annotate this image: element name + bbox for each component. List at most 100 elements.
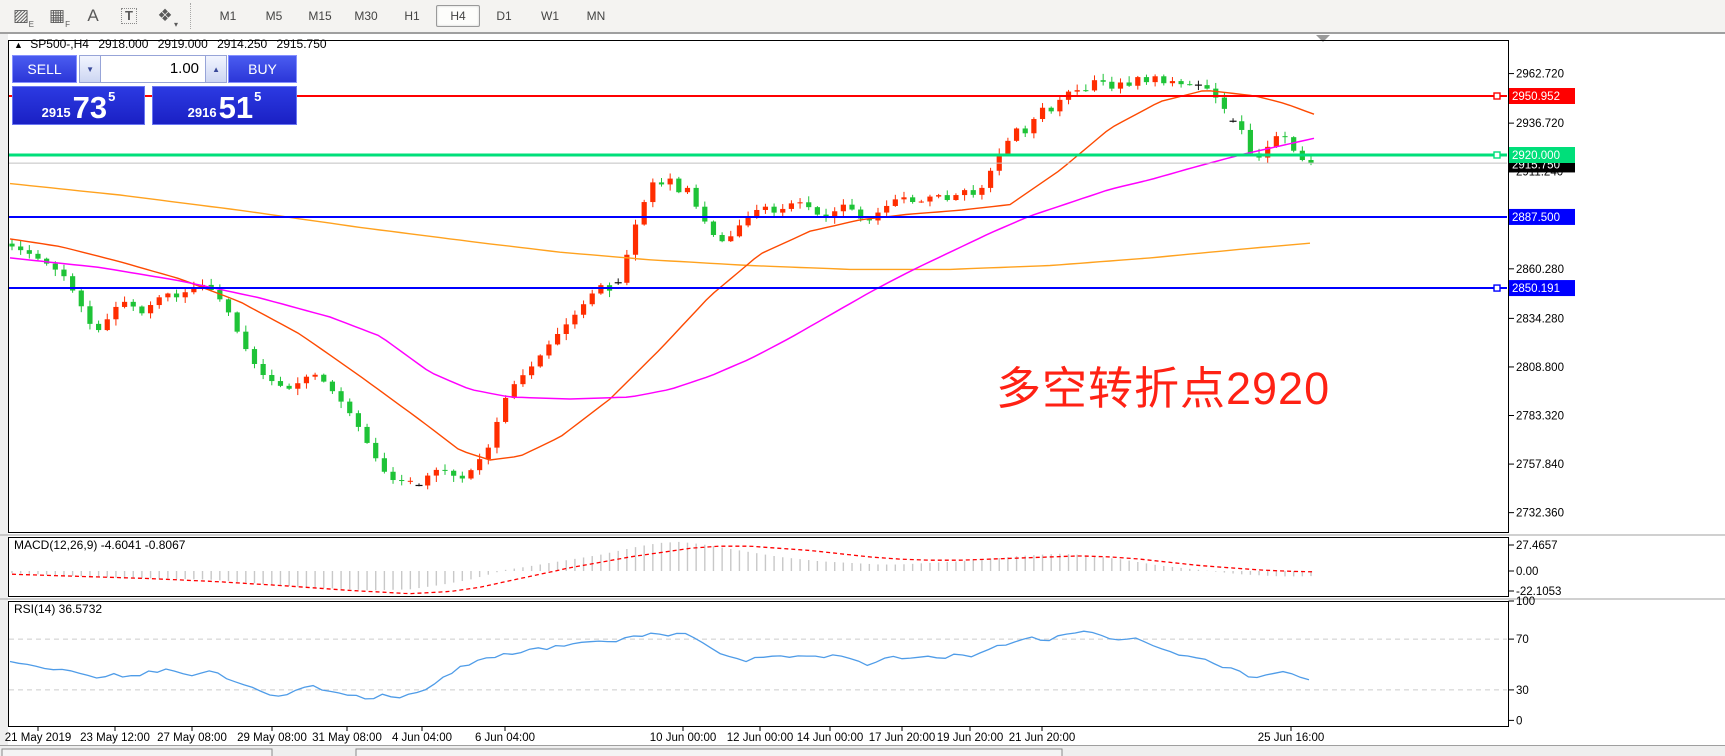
hline-endpoint-handle[interactable] [1493,92,1501,100]
price-tick-label: 2808.800 [1516,362,1564,374]
rsi-axis-label: 70 [1516,634,1529,646]
price-tag-label: 2950.952 [1512,91,1560,103]
tf-button-m1[interactable]: M1 [219,9,237,23]
tf-button-h4[interactable]: H4 [436,5,480,27]
objects-hatch-icon[interactable]: ▨ E [12,6,34,29]
window-bg [0,33,1725,756]
chart-header: ▲ SP500-,H4 2918.000 2919.000 2914.250 2… [14,37,333,51]
macd-axis-label: 27.4657 [1516,540,1558,552]
price-tick-label: 2834.280 [1516,313,1564,325]
volume-increase-button[interactable]: ▲ [205,55,228,83]
time-axis-label: 10 Jun 00:00 [650,732,717,744]
sell-price-big: 73 [72,90,108,125]
time-axis-label: 19 Jun 20:00 [937,732,1004,744]
buy-price-big: 51 [218,90,254,125]
rsi-axis-label: 100 [1516,596,1535,608]
time-axis-label: 4 Jun 04:00 [392,732,452,744]
main-chart-layer [9,73,1507,490]
rsi-layer [9,630,1507,700]
ma-orange-line [9,182,1311,271]
macd-signal-line [11,545,1315,595]
text-box-icon[interactable]: T [114,3,144,29]
rsi-label: RSI(14) 36.5732 [14,602,102,616]
ma-magenta-line [9,137,1315,400]
time-axis-label: 17 Jun 20:00 [869,732,936,744]
symbol-title: SP500-,H4 [30,37,89,51]
tf-button-m5[interactable]: M5 [265,9,283,23]
chart-annotation-text: 多空转折点2920 [996,363,1331,414]
ohlc-close: 2915.750 [276,37,327,51]
sell-price-quote[interactable]: 2915 73 5 [12,86,145,125]
price-tag-label: 2850.191 [1512,283,1560,295]
buy-price-quote[interactable]: 2916 51 5 [152,86,297,125]
tf-button-m30[interactable]: M30 [354,9,378,23]
rsi-axis-label: 30 [1516,685,1529,697]
price-tick-label: 2757.840 [1516,459,1564,471]
sell-price-prefix: 2915 [41,105,71,120]
ma-red-line [9,90,1315,461]
tf-button-m15[interactable]: M15 [308,9,332,23]
time-axis-label: 21 May 2019 [5,732,72,744]
time-axis-label: 6 Jun 04:00 [475,732,535,744]
ohlc-high: 2919.000 [157,37,208,51]
price-tick-label: 2962.720 [1516,69,1564,81]
time-axis[interactable]: 21 May 2019 23 May 12:00 27 May 08:00 29 Ma… [5,727,1325,744]
price-tag [1509,280,1575,297]
time-axis-label: 14 Jun 00:00 [797,732,864,744]
time-axis-label: 31 May 08:00 [312,732,382,744]
buy-price-sup: 5 [254,89,262,104]
buy-price-prefix: 2916 [187,105,217,120]
time-axis-label: 25 Jun 16:00 [1258,732,1325,744]
symbol-arrow-icon: ▲ [14,40,23,50]
price-tag [1509,88,1575,105]
time-axis-label: 29 May 08:00 [237,732,307,744]
sell-button[interactable]: SELL [12,55,78,83]
price-tick-label: 2936.720 [1516,118,1564,130]
time-axis-label: 23 May 12:00 [80,732,150,744]
bottom-tab[interactable] [355,748,1063,756]
price-tag [1509,147,1575,163]
macd-label: MACD(12,26,9) -4.6041 -0.8067 [14,538,186,552]
cursor-mode-icon[interactable]: ❖ ▾ [157,6,178,29]
price-tick-label: 2732.360 [1516,508,1564,520]
tf-button-mn[interactable]: MN [586,9,606,23]
price-tag-label: 2920.000 [1512,150,1560,162]
rsi-line [9,630,1310,700]
ohlc-low: 2914.250 [217,37,268,51]
macd-axis-label: 0.00 [1516,566,1538,578]
bottom-tab[interactable] [1,748,273,756]
ohlc-open: 2918.000 [98,37,149,51]
time-axis-label: 12 Jun 00:00 [727,732,794,744]
sell-price-sup: 5 [108,89,116,104]
buy-button[interactable]: BUY [228,55,297,83]
volume-input[interactable]: 1.00 [101,55,206,83]
price-axis[interactable]: 2962.7202936.7202911.2402860.2802834.280… [1508,69,1576,728]
text-label-icon[interactable]: A [87,6,99,25]
tf-button-d1[interactable]: D1 [496,9,512,23]
tf-button-w1[interactable]: W1 [541,9,559,23]
chevron-down-icon: ▾ [173,20,178,29]
toolbar: ▨ E ▦ F A T ❖ ▾ M1 M5 M15 M30 H1 H4 D1 W… [0,0,1725,33]
time-axis-label: 21 Jun 20:00 [1009,732,1076,744]
price-tick-label: 2860.280 [1516,264,1564,276]
chart-shift-marker-icon[interactable] [1316,35,1330,42]
price-tick-label: 2783.320 [1516,411,1564,423]
hline-endpoint-handle[interactable] [1493,284,1501,292]
one-click-trade-panel: SELL ▼ 1.00 ▲ BUY 2915 73 5 2916 51 5 [12,55,297,125]
price-tag-label: 2887.500 [1512,212,1560,224]
tf-button-h1[interactable]: H1 [404,9,420,23]
volume-decrease-button[interactable]: ▼ [79,55,102,83]
grid-glyph: ▦ [48,6,66,25]
rsi-axis-label: 0 [1516,715,1522,727]
macd-axis-label: -22.1053 [1516,586,1561,598]
objects-hatch-glyph: ▨ [12,6,30,25]
grid-icon[interactable]: ▦ F [48,6,70,29]
macd-layer [11,541,1315,595]
toolbar-separator [190,3,199,29]
time-axis-label: 27 May 08:00 [157,732,227,744]
hline-endpoint-handle[interactable] [1493,151,1501,159]
macd-histogram [11,541,1312,591]
price-tag [1509,208,1575,225]
